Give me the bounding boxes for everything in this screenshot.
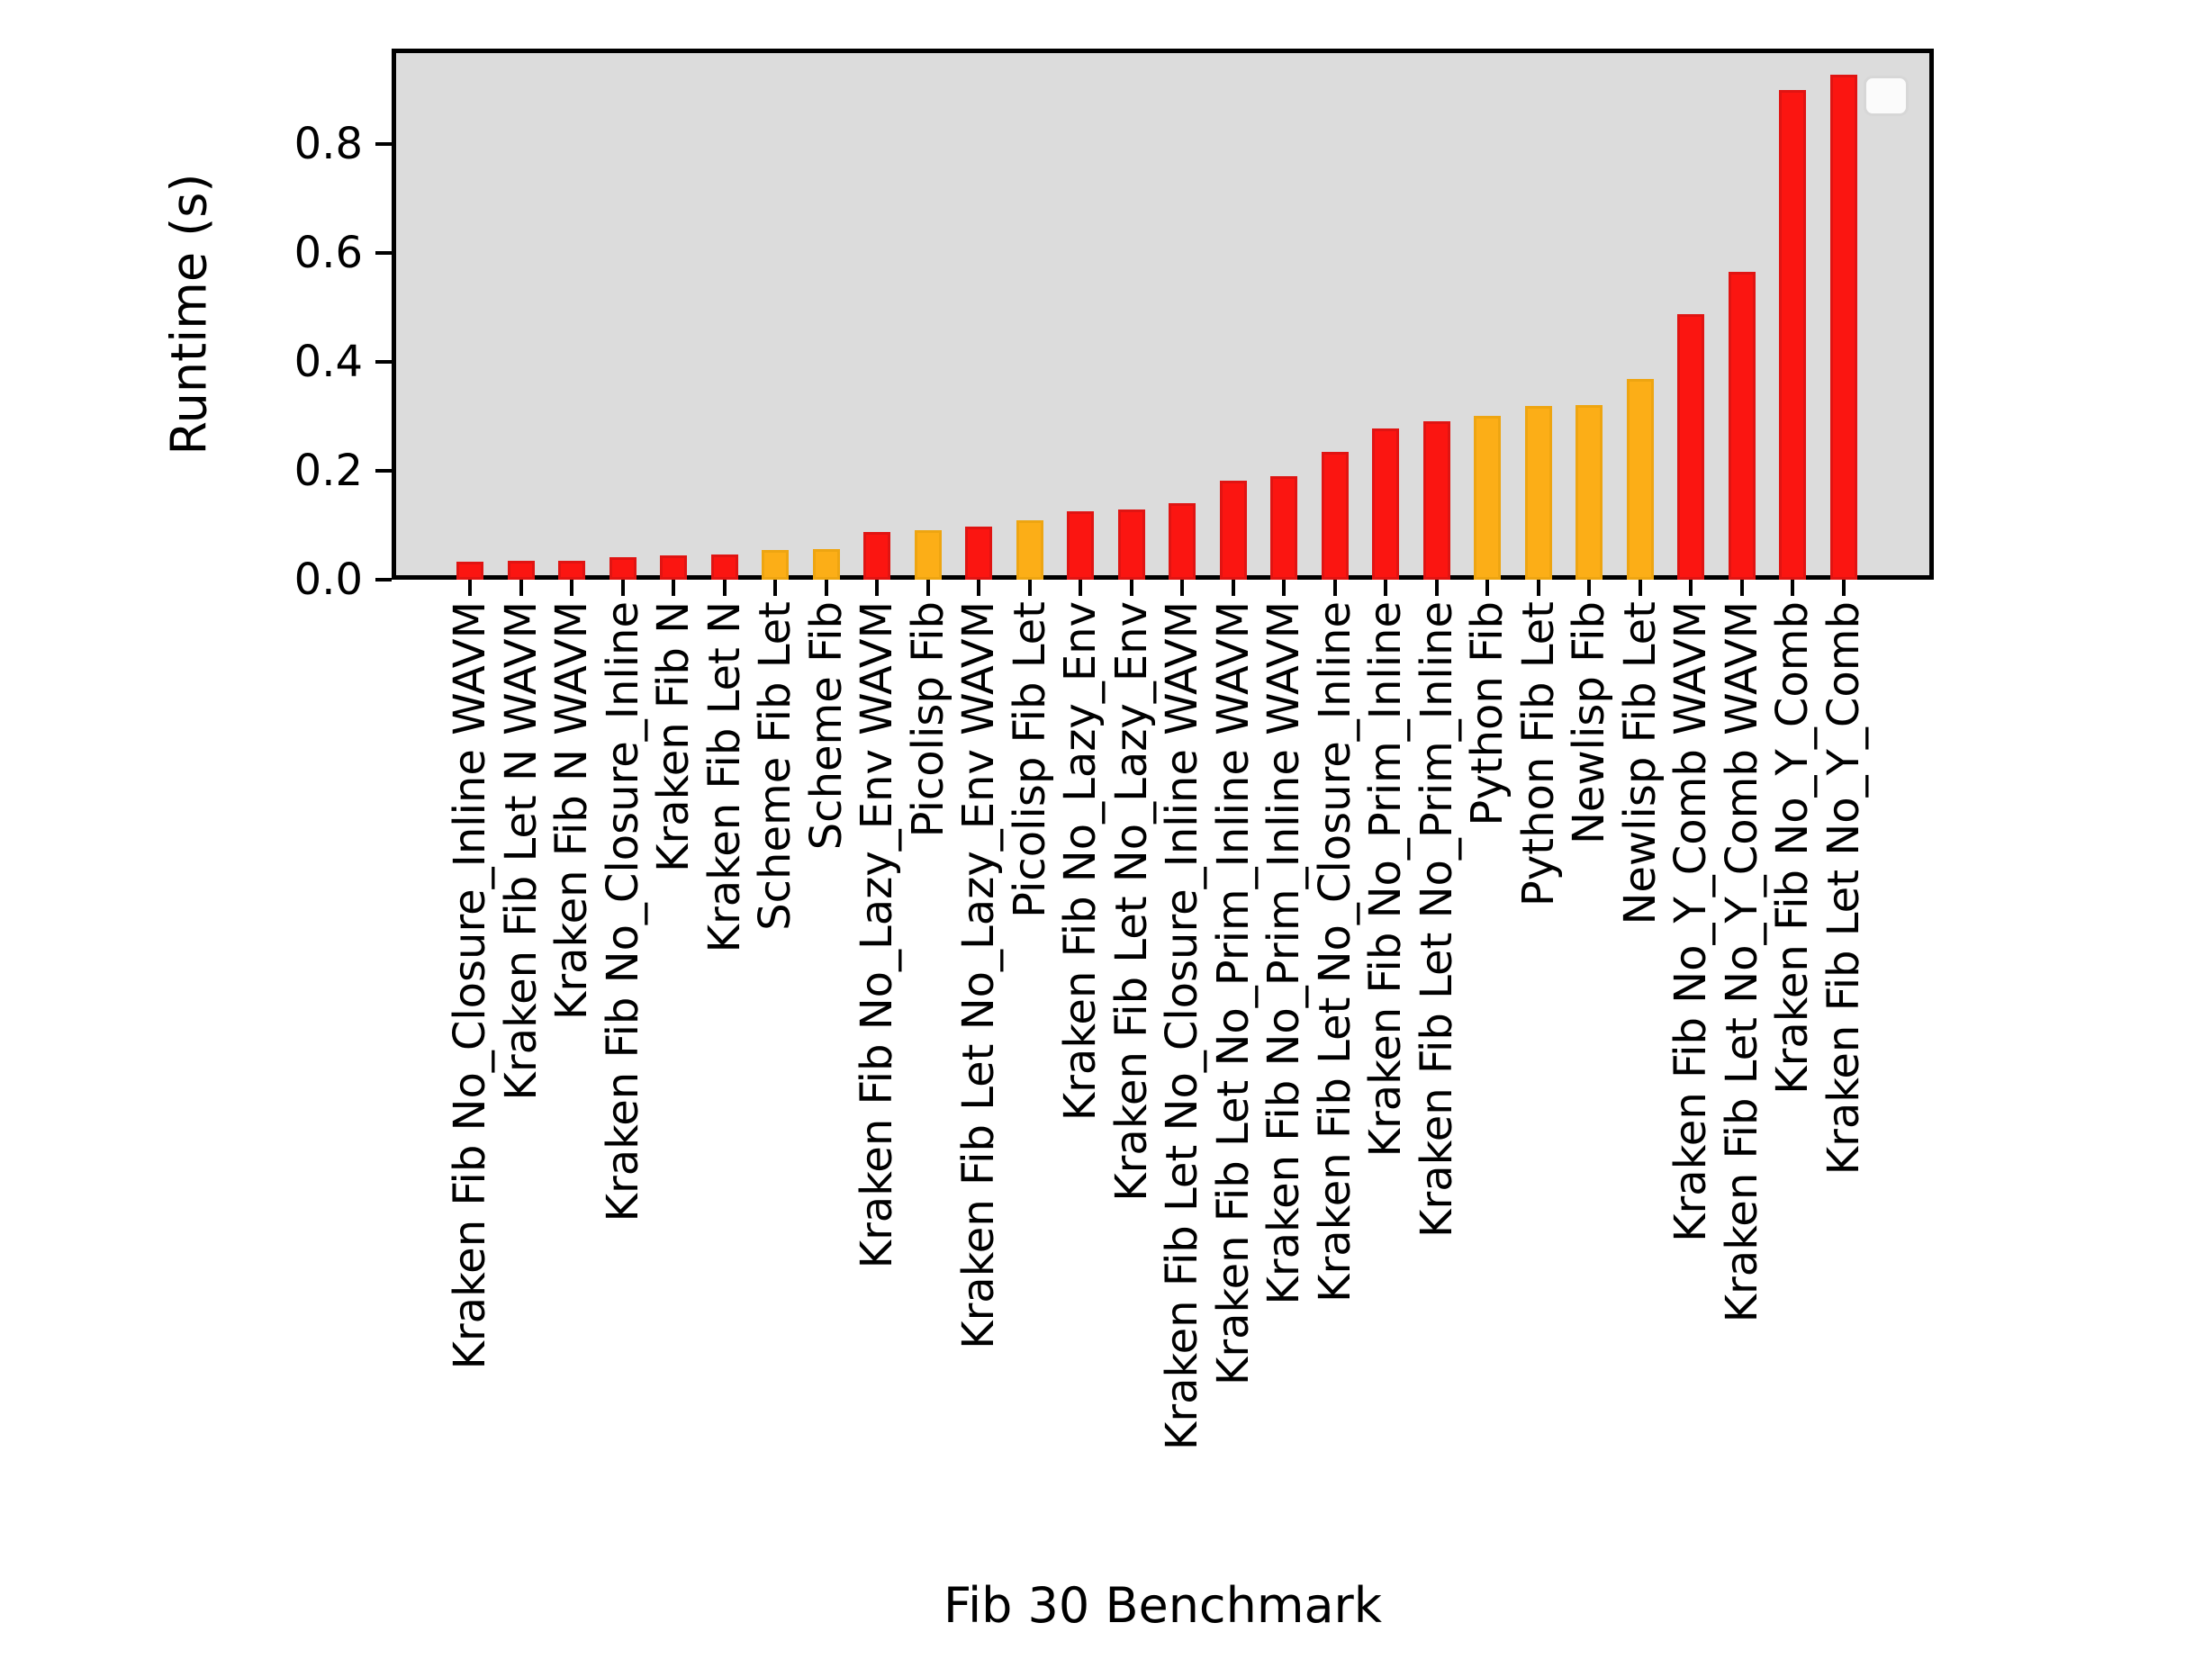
bar-6 (710, 555, 738, 580)
x-tick-label: Kraken Fib Let No_Closure_Inline (1309, 601, 1360, 1303)
plot-area (392, 49, 1934, 580)
x-tick-label: Picolisp Fib Let (1004, 601, 1055, 918)
x-tick-label: Newlisp Fib Let (1614, 601, 1666, 925)
x-tick (620, 580, 625, 596)
x-tick (1791, 580, 1794, 596)
x-tick (1129, 580, 1133, 596)
x-tick-label: Kraken Fib Let No_Lazy_Env WAVM (953, 601, 1004, 1349)
x-tick-label: Kraken Fib N (648, 601, 699, 873)
bar-23 (1575, 405, 1603, 580)
y-tick-label: 0.4 (293, 337, 363, 387)
x-tick (570, 580, 573, 596)
bar-5 (660, 555, 687, 580)
x-tick-label: Scheme Fib Let (750, 601, 800, 931)
y-tick (375, 469, 392, 473)
x-tick-label: Kraken Fib No_Closure_Inline (597, 601, 648, 1222)
x-tick (977, 580, 980, 596)
x-tick-label: Kraken Fib Let No_Lazy_Env (1106, 601, 1157, 1202)
x-tick-label: Newlisp Fib (1564, 601, 1614, 845)
x-tick (1638, 580, 1642, 596)
y-tick-label: 0.6 (293, 228, 363, 278)
bar-18 (1321, 452, 1349, 580)
bar-25 (1677, 314, 1704, 580)
bar-11 (965, 527, 992, 580)
bar-19 (1372, 428, 1399, 580)
y-tick-label: 0.0 (293, 555, 363, 605)
x-tick (722, 580, 727, 596)
bar-27 (1779, 90, 1806, 580)
bar-4 (609, 557, 637, 580)
x-tick-label: Python Fib Let (1512, 601, 1564, 907)
x-tick (925, 580, 930, 596)
x-tick (1485, 580, 1489, 596)
bar-24 (1626, 379, 1654, 580)
bar-16 (1219, 481, 1247, 580)
x-tick (672, 580, 675, 596)
x-tick (1180, 580, 1184, 596)
bar-15 (1169, 503, 1196, 580)
x-tick (1536, 580, 1540, 596)
legend-box (1864, 76, 1909, 116)
x-tick-label: Kraken Fib No_Y_Comb (1767, 601, 1818, 1095)
bar-21 (1474, 416, 1501, 580)
bar-12 (1016, 520, 1043, 580)
x-axis-label: Fib 30 Benchmark (943, 1577, 1383, 1634)
y-tick (375, 251, 392, 255)
x-tick (1587, 580, 1591, 596)
x-tick-label: Picolisp Fib (902, 601, 953, 838)
x-tick (1384, 580, 1387, 596)
bar-7 (762, 550, 789, 580)
bar-28 (1829, 75, 1857, 580)
x-tick-label: Kraken Fib N WAVM (546, 601, 597, 1021)
bar-17 (1270, 476, 1297, 580)
x-tick-label: Kraken Fib Let No_Prim_Inline WAVM (1207, 601, 1259, 1386)
x-tick-label: Scheme Fib (800, 601, 852, 851)
x-tick (1079, 580, 1082, 596)
bar-26 (1728, 272, 1756, 580)
y-tick (375, 142, 392, 146)
bar-14 (1117, 509, 1145, 580)
bar-10 (914, 530, 942, 580)
bar-3 (558, 561, 585, 580)
bar-1 (456, 562, 483, 580)
x-tick-label: Kraken Fib Let N (699, 601, 750, 953)
x-tick (468, 580, 472, 596)
x-tick (875, 580, 879, 596)
y-tick (375, 578, 392, 582)
x-tick (1739, 580, 1744, 596)
x-tick-label: Kraken Fib No_Lazy_Env (1055, 601, 1106, 1122)
y-tick (375, 360, 392, 364)
x-tick (1689, 580, 1693, 596)
x-tick-label: Kraken Fib Let No_Y_Comb (1818, 601, 1869, 1176)
x-tick (519, 580, 523, 596)
x-tick (1332, 580, 1337, 596)
bar-8 (812, 549, 840, 580)
x-tick-label: Kraken Fib No_Lazy_Env WAVM (852, 601, 902, 1269)
x-tick (1434, 580, 1439, 596)
x-tick (1841, 580, 1846, 596)
x-tick-label: Kraken Fib No_Prim_Inline WAVM (1259, 601, 1309, 1305)
x-tick (1027, 580, 1032, 596)
bar-9 (863, 532, 890, 580)
bar-2 (507, 561, 535, 580)
x-tick (1282, 580, 1286, 596)
x-tick-label: Kraken Fib No_Y_Comb WAVM (1666, 601, 1716, 1242)
x-tick (824, 580, 828, 596)
x-tick-label: Kraken Fib No_Closure_Inline WAVM (445, 601, 495, 1370)
bar-20 (1422, 421, 1450, 580)
bar-22 (1524, 406, 1552, 580)
x-tick-label: Kraken Fib Let No_Closure_Inline WAVM (1157, 601, 1207, 1451)
bar-13 (1067, 511, 1094, 580)
x-tick-label: Python Fib (1462, 601, 1512, 826)
x-tick-label: Kraken Fib No_Prim_Inline (1360, 601, 1411, 1158)
y-tick-label: 0.2 (293, 446, 363, 496)
x-tick-label: Kraken Fib Let No_Y_Comb WAVM (1716, 601, 1767, 1323)
y-axis-label: Runtime (s) (160, 173, 218, 455)
x-tick-label: Kraken Fib Let No_Prim_Inline (1411, 601, 1462, 1239)
x-tick (773, 580, 777, 596)
x-tick (1231, 580, 1235, 596)
x-tick-label: Kraken Fib Let N WAVM (495, 601, 546, 1101)
y-tick-label: 0.8 (293, 119, 363, 169)
